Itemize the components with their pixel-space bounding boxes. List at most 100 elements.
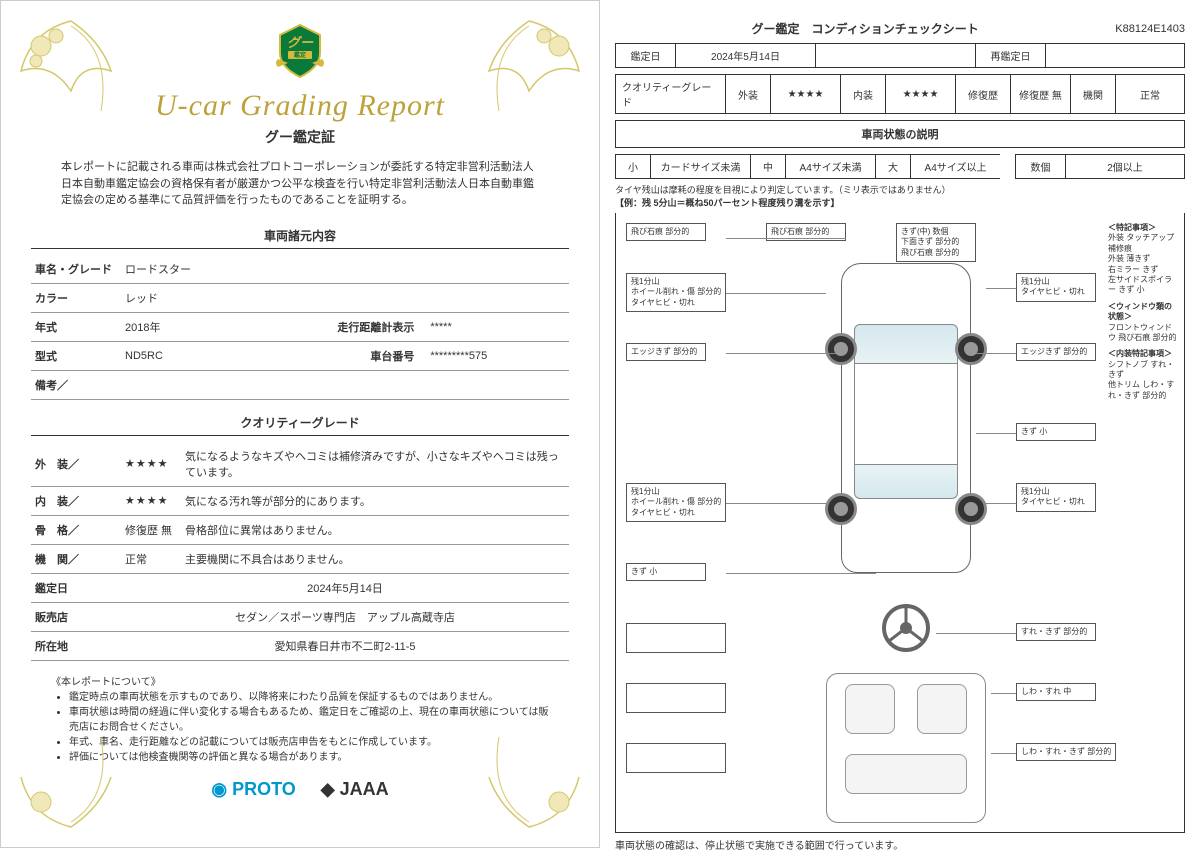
svg-text:グー: グー xyxy=(287,35,314,50)
remarks-label: 備考／ xyxy=(31,370,569,399)
eng-label: 機関 xyxy=(1070,74,1115,114)
count-desc: 2個以上 xyxy=(1065,154,1185,179)
ornament-tl xyxy=(11,11,131,131)
frame-label: 骨 格／ xyxy=(31,515,121,544)
doc-number: K88124E1403 xyxy=(1115,23,1185,35)
svg-text:鑑定: 鑑定 xyxy=(294,51,306,59)
special-notes: ＜特記事項＞ 外装 タッチアップ補修痕 外装 薄きず 右ミラー きず 左サイドス… xyxy=(1108,223,1178,401)
spec-table: 車名・グレード ロードスター カラー レッド 年式 2018年 走行距離計表示 … xyxy=(31,255,569,400)
grade-header: クオリティーグレード xyxy=(31,414,569,436)
dealer-value: セダン／スポーツ専門店 アップル高蔵寺店 xyxy=(121,602,569,631)
interior-view-icon xyxy=(826,673,986,823)
car-name-label: 車名・グレード xyxy=(31,255,121,284)
odo-label: 走行距離計表示 xyxy=(222,312,426,341)
car-top-view-icon xyxy=(841,263,971,573)
spec-header: 車両諸元内容 xyxy=(31,227,569,249)
callout-empty xyxy=(626,683,726,713)
location-value: 愛知県春日井市不二町2-11-5 xyxy=(121,631,569,660)
year-label: 年式 xyxy=(31,312,121,341)
size-large-desc: A4サイズ以上 xyxy=(910,154,1000,179)
size-mid-desc: A4サイズ未満 xyxy=(785,154,875,179)
size-legend: 小 カードサイズ未満 中 A4サイズ未満 大 A4サイズ以上 数個 2個以上 xyxy=(615,154,1185,179)
ext-stars: ★★★★ xyxy=(121,442,181,487)
ext-label: 外装 xyxy=(725,74,770,114)
chassis-value: *********575 xyxy=(426,341,569,370)
condition-sheet-panel: グー鑑定 コンディションチェックシート K88124E1403 鑑定日 2024… xyxy=(600,0,1200,848)
repair-label: 修復歴 xyxy=(955,74,1010,114)
size-small: 小 xyxy=(615,154,650,179)
kdate-label: 鑑定日 xyxy=(31,573,121,602)
ext-stars: ★★★★ xyxy=(770,74,840,114)
int-label: 内 装／ xyxy=(31,486,121,515)
callout-empty xyxy=(626,623,726,653)
spacer xyxy=(815,43,975,68)
size-mid: 中 xyxy=(750,154,785,179)
certificate-panel: グー 鑑定 U-car Grading Report グー鑑定証 本レポートに記… xyxy=(0,0,600,848)
int-stars: ★★★★ xyxy=(885,74,955,114)
size-small-desc: カードサイズ未満 xyxy=(650,154,750,179)
callout-side-scratch: きず 小 xyxy=(1016,423,1096,441)
vehicle-diagram: 飛び石痕 部分的 残1分山 ホイール削れ・傷 部分的 タイヤヒビ・切れ エッジき… xyxy=(615,213,1185,833)
callout-edge-right: エッジきず 部分的 xyxy=(1016,343,1096,361)
callout-front-scratch: きず(中) 数個 下面きず 部分的 飛び石痕 部分的 xyxy=(896,223,976,262)
callout-front-left-stone: 飛び石痕 部分的 xyxy=(626,223,706,241)
callout-tire-fl: 残1分山 ホイール削れ・傷 部分的 タイヤヒビ・切れ xyxy=(626,273,726,312)
color-value: レッド xyxy=(121,283,569,312)
tire-note: タイヤ残山は摩耗の程度を目視により判定しています。（ミリ表示ではありません） 【… xyxy=(615,183,1185,209)
kdate-value: 2024年5月14日 xyxy=(675,43,815,68)
ornament-bl xyxy=(11,717,131,837)
note-item: 鑑定時点の車両状態を示すものであり、以降将来にわたり品質を保証するものではありま… xyxy=(69,690,549,705)
bottom-note: 車両状態の確認は、停止状態で実施できる範囲で行っています。 xyxy=(615,837,1185,852)
count-label: 数個 xyxy=(1015,154,1065,179)
proto-logo: ◉ PROTO xyxy=(211,779,295,799)
qgrade-label: クオリティーグレード xyxy=(615,74,725,114)
steering-wheel-icon xyxy=(881,603,931,653)
ext-label: 外 装／ xyxy=(31,442,121,487)
sheet-title: グー鑑定 コンディションチェックシート xyxy=(615,20,1115,37)
ornament-br xyxy=(469,717,589,837)
location-label: 所在地 xyxy=(31,631,121,660)
frame-note: 骨格部位に異常はありません。 xyxy=(181,515,569,544)
grade-row: クオリティーグレード 外装 ★★★★ 内装 ★★★★ 修復歴 修復歴 無 機関 … xyxy=(615,74,1185,114)
callout-empty xyxy=(626,743,726,773)
goo-badge-icon: グー 鑑定 xyxy=(270,21,330,81)
jaaa-logo: ◆ JAAA xyxy=(321,779,389,799)
redate-value xyxy=(1045,43,1185,68)
engine-label: 機 関／ xyxy=(31,544,121,573)
car-name-value: ロードスター xyxy=(121,255,569,284)
int-note: 気になる汚れ等が部分的にあります。 xyxy=(181,486,569,515)
chassis-label: 車台番号 xyxy=(222,341,426,370)
kdate-label: 鑑定日 xyxy=(615,43,675,68)
callout-steering: すれ・きず 部分的 xyxy=(1016,623,1096,641)
dealer-label: 販売店 xyxy=(31,602,121,631)
odo-value: ***** xyxy=(426,312,569,341)
size-large: 大 xyxy=(875,154,910,179)
frame-val: 修復歴 無 xyxy=(121,515,181,544)
ornament-tr xyxy=(469,11,589,131)
int-label: 内装 xyxy=(840,74,885,114)
callout-seat-scratch: しわ・すれ・きず 部分的 xyxy=(1016,743,1116,761)
date-row: 鑑定日 2024年5月14日 再鑑定日 xyxy=(615,43,1185,68)
ext-note: 気になるようなキズやヘコミは補修済みですが、小さなキズやヘコミは残っています。 xyxy=(181,442,569,487)
callout-seat-wrinkle: しわ・すれ 中 xyxy=(1016,683,1096,701)
grade-table: 外 装／ ★★★★ 気になるようなキズやヘコミは補修済みですが、小さなキズやヘコ… xyxy=(31,442,569,661)
callout-rear-scratch: きず 小 xyxy=(626,563,706,581)
model-code-value: ND5RC xyxy=(121,341,222,370)
callout-tire-fr: 残1分山 タイヤヒビ・切れ xyxy=(1016,273,1096,302)
redate-label: 再鑑定日 xyxy=(975,43,1045,68)
kdate-value: 2024年5月14日 xyxy=(121,573,569,602)
repair-val: 修復歴 無 xyxy=(1010,74,1070,114)
callout-tire-rl: 残1分山 ホイール削れ・傷 部分的 タイヤヒビ・切れ xyxy=(626,483,726,522)
intro-text: 本レポートに記載される車両は株式会社プロトコーポレーションが委託する特定非営利活… xyxy=(61,159,539,209)
callout-edge-left: エッジきず 部分的 xyxy=(626,343,706,361)
model-code-label: 型式 xyxy=(31,341,121,370)
sheet-header: グー鑑定 コンディションチェックシート K88124E1403 xyxy=(615,20,1185,37)
engine-note: 主要機関に不具合はありません。 xyxy=(181,544,569,573)
color-label: カラー xyxy=(31,283,121,312)
eng-val: 正常 xyxy=(1115,74,1185,114)
engine-val: 正常 xyxy=(121,544,181,573)
year-value: 2018年 xyxy=(121,312,222,341)
condition-title: 車両状態の説明 xyxy=(615,120,1185,148)
callout-tire-rr: 残1分山 タイヤヒビ・切れ xyxy=(1016,483,1096,512)
int-stars: ★★★★ xyxy=(121,486,181,515)
